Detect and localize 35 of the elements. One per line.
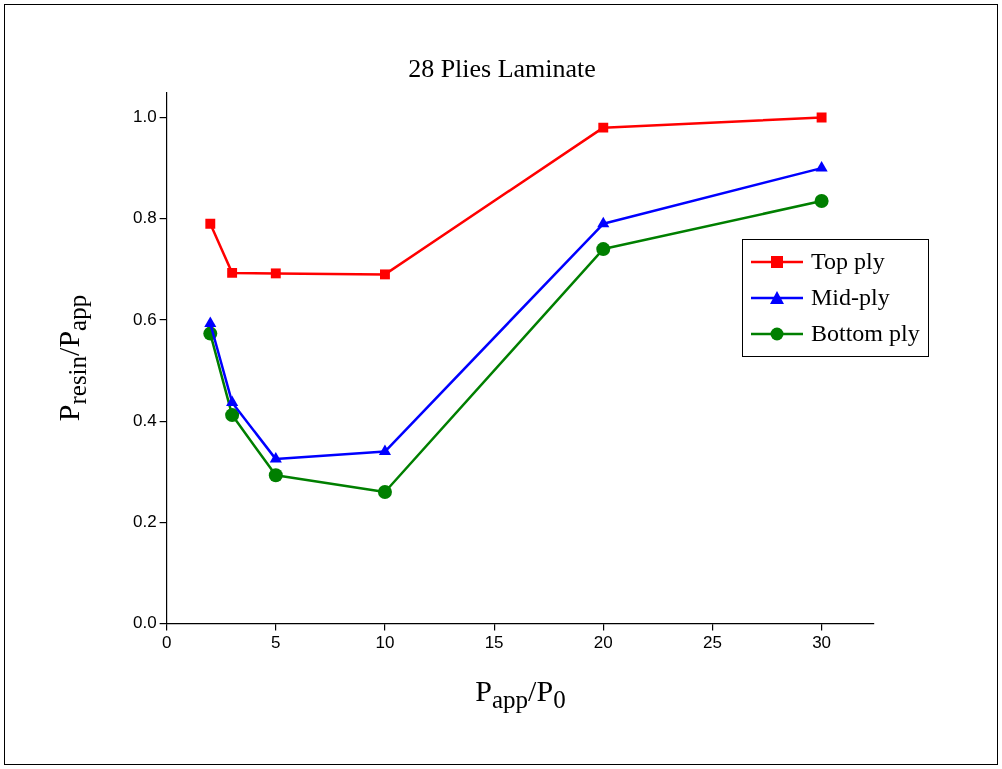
x-tick-label: 30 (812, 633, 832, 653)
point (227, 267, 238, 278)
point (380, 269, 390, 280)
y-tick-label: 0.8 (132, 208, 157, 228)
point (225, 408, 240, 423)
point (226, 395, 239, 406)
y-tick-label: 0.0 (132, 613, 157, 633)
point (269, 452, 282, 463)
legend-label: Bottom ply (811, 320, 920, 348)
x-tick-label: 10 (375, 633, 395, 653)
y-tick-label: 0.4 (132, 410, 157, 430)
point (205, 218, 216, 229)
point (597, 216, 610, 228)
point (270, 268, 281, 279)
point (815, 161, 828, 172)
x-tick-label: 0 (161, 633, 172, 653)
x-tick-label: 5 (271, 633, 281, 653)
legend-label: Top ply (811, 248, 885, 276)
point (814, 194, 829, 209)
y-tick-label: 0.2 (132, 512, 157, 532)
x-tick-label: 20 (593, 633, 613, 653)
point (204, 316, 217, 327)
legend-label: Mid-ply (811, 284, 890, 312)
x-tick-label: 15 (484, 633, 504, 653)
point (377, 485, 392, 500)
x-axis-title: P$_{app}$/P$_{0}$ (475, 673, 566, 714)
point (598, 122, 609, 133)
point (816, 112, 827, 123)
point (378, 444, 392, 456)
x-tick-label: 25 (702, 633, 722, 653)
chart-title: 28 Plies Laminate (408, 54, 596, 84)
y-tick-label: 0.6 (132, 309, 157, 329)
y-tick-label: 1.0 (132, 107, 157, 127)
point (596, 242, 611, 257)
point (268, 468, 283, 483)
